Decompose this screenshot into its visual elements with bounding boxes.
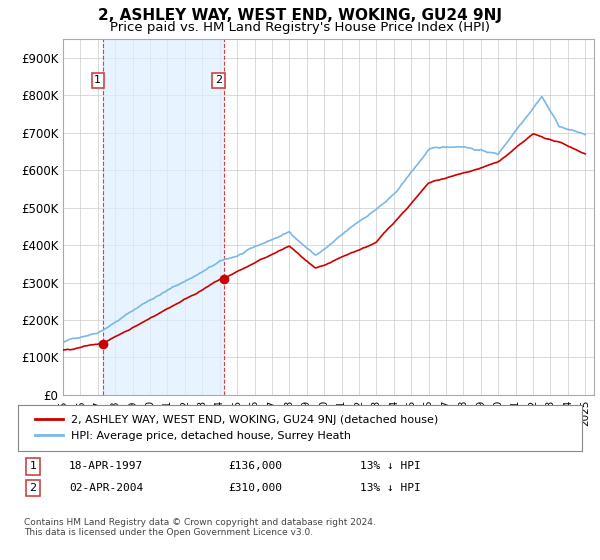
Text: 2: 2	[215, 76, 223, 85]
Text: 2, ASHLEY WAY, WEST END, WOKING, GU24 9NJ: 2, ASHLEY WAY, WEST END, WOKING, GU24 9N…	[98, 8, 502, 24]
Bar	[103, 39, 224, 395]
Text: £310,000: £310,000	[228, 483, 282, 493]
Text: £136,000: £136,000	[228, 461, 282, 472]
Text: 13% ↓ HPI: 13% ↓ HPI	[360, 461, 421, 472]
Text: 2: 2	[29, 483, 37, 493]
Text: Price paid vs. HM Land Registry's House Price Index (HPI): Price paid vs. HM Land Registry's House …	[110, 21, 490, 34]
Text: 18-APR-1997: 18-APR-1997	[69, 461, 143, 472]
Text: 02-APR-2004: 02-APR-2004	[69, 483, 143, 493]
Text: 1: 1	[29, 461, 37, 472]
Legend: 2, ASHLEY WAY, WEST END, WOKING, GU24 9NJ (detached house), HPI: Average price, : 2, ASHLEY WAY, WEST END, WOKING, GU24 9N…	[29, 409, 444, 447]
Text: 13% ↓ HPI: 13% ↓ HPI	[360, 483, 421, 493]
Text: 1: 1	[94, 76, 101, 85]
Text: Contains HM Land Registry data © Crown copyright and database right 2024.
This d: Contains HM Land Registry data © Crown c…	[24, 518, 376, 538]
